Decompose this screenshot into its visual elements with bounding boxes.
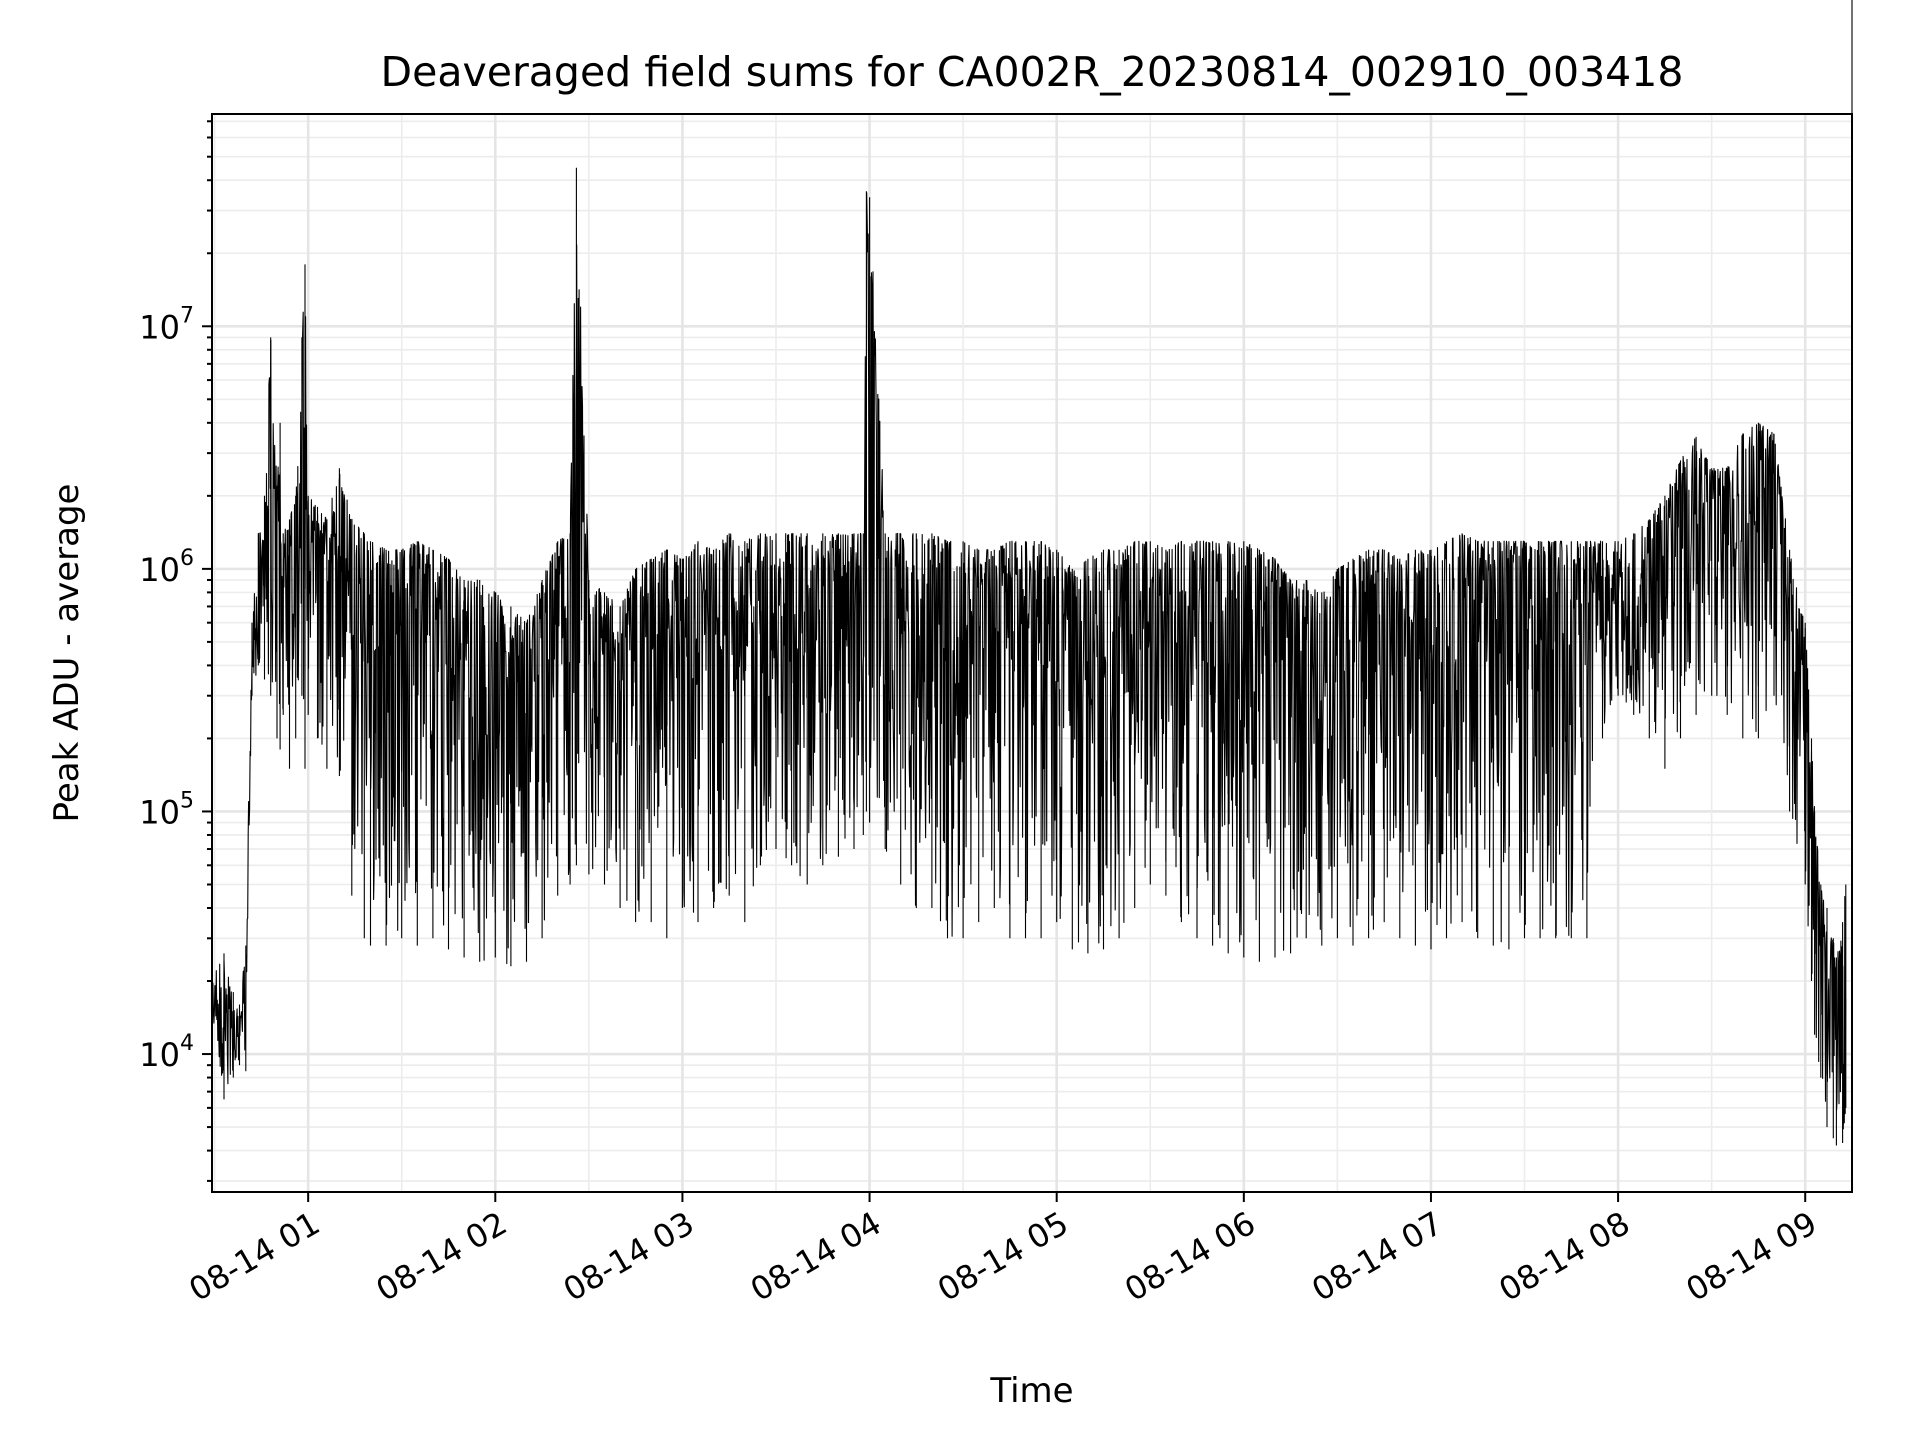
y-tick-label: 104 [139, 1031, 194, 1074]
x-axis-label: Time [989, 1371, 1073, 1411]
series-0-line [210, 192, 1847, 1130]
series-layer [210, 0, 1853, 1146]
y-tick-label: 107 [139, 303, 194, 346]
chart-title: Deaveraged field sums for CA002R_2023081… [381, 48, 1684, 96]
plot-frame [211, 113, 1853, 1193]
y-axis-label: Peak ADU - average [47, 484, 87, 823]
y-tick-label: 105 [139, 788, 194, 831]
y-tick-label: 106 [139, 546, 194, 589]
